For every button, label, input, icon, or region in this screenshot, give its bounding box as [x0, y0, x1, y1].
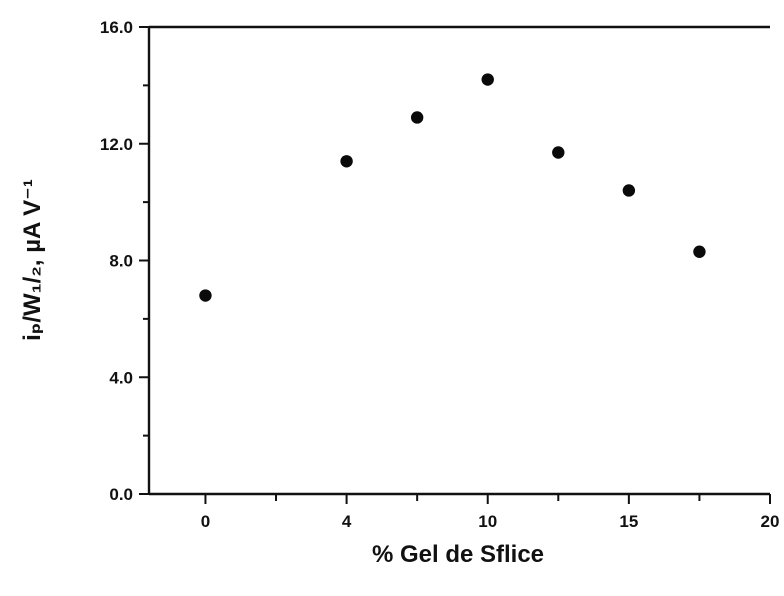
- x-tick-label: 4: [342, 512, 352, 531]
- y-axis-ticks: 0.0 4.0 8.0 12.0 16.0: [100, 18, 149, 504]
- data-point: [340, 155, 353, 168]
- x-tick-label: 10: [478, 512, 497, 531]
- y-tick-label: 4.0: [109, 368, 133, 387]
- y-tick-label: 8.0: [109, 252, 133, 271]
- y-axis-title: iₚ/W₁/₂, µA V⁻¹: [19, 179, 46, 341]
- plot-axes: [147, 25, 770, 496]
- y-tick-label: 16.0: [100, 18, 133, 37]
- y-tick-label: 0.0: [109, 485, 133, 504]
- data-point: [410, 111, 424, 124]
- x-axis-title: % Gel de Sflice: [372, 541, 544, 568]
- y-tick-label: 12.0: [100, 135, 133, 154]
- data-point: [199, 289, 212, 302]
- x-axis-ticks: 0 4 10 15 20: [201, 494, 780, 531]
- data-point: [481, 73, 494, 86]
- data-point: [622, 184, 636, 197]
- x-tick-label: 0: [201, 512, 210, 531]
- data-point: [552, 146, 565, 159]
- data-point: [693, 245, 706, 258]
- x-tick-label: 15: [619, 512, 638, 531]
- x-tick-label: 20: [761, 512, 780, 531]
- data-points: [199, 73, 706, 302]
